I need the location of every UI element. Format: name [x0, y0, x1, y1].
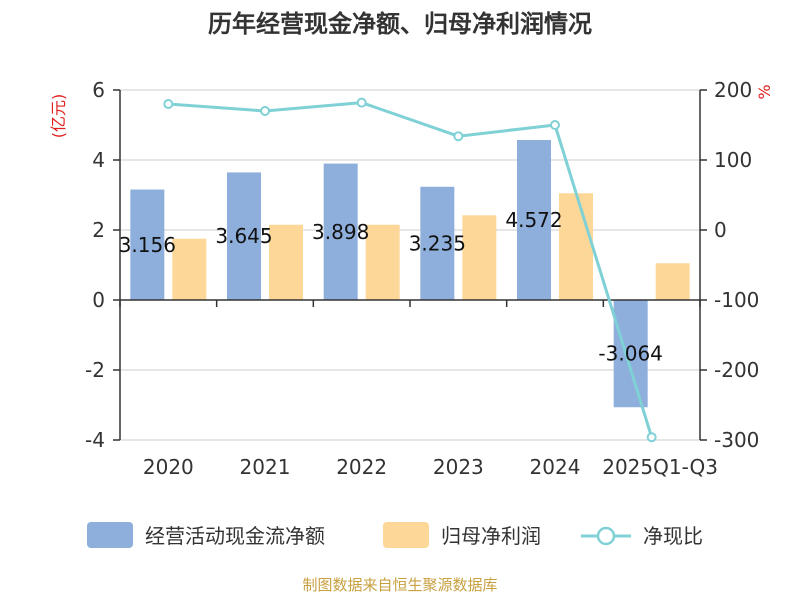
legend-swatch-orange: [383, 522, 429, 548]
bar-operating-cash-flow: [517, 139, 551, 300]
left-tick-label: 0: [92, 288, 105, 312]
left-axis-unit: (亿元): [49, 94, 68, 139]
legend-item-cash-ratio[interactable]: 净现比: [581, 524, 703, 548]
bar-operating-cash-flow: [613, 300, 648, 408]
x-tick-label: 2022: [336, 455, 387, 479]
ratio-point: [646, 432, 657, 443]
bar-net-profit: [559, 193, 593, 300]
legend-label: 净现比: [643, 524, 703, 548]
right-tick-label: -300: [714, 428, 759, 452]
right-tick-label: 200: [714, 78, 752, 102]
ratio-point: [163, 99, 174, 109]
bar-net-profit: [172, 238, 207, 300]
legend-item-operating-cash-flow[interactable]: 经营活动现金流净额: [87, 522, 325, 548]
right-tick-labels: 200 100 0 -100 -200 -300: [714, 78, 759, 452]
x-tick-labels: 2020 2021 2022 2023 2024 2025Q1-Q3: [143, 455, 718, 479]
left-tick-label: -2: [85, 358, 105, 382]
bar-value-label: 3.156: [119, 233, 176, 257]
source-note: 制图数据来自恒生聚源数据库: [302, 576, 497, 594]
x-tick-label: 2025Q1-Q3: [602, 455, 718, 479]
x-tick-label: 2021: [240, 455, 291, 479]
bar-value-label: -3.064: [598, 342, 662, 366]
right-axis-unit: %: [755, 84, 774, 99]
bar-net-profit: [365, 224, 400, 300]
bars: [130, 139, 690, 408]
bar-value-label: 3.898: [312, 220, 369, 244]
left-tick-label: 6: [92, 78, 105, 102]
data-labels: 3.156 3.645 3.898 3.235 4.572 -3.064: [119, 208, 663, 366]
bar-value-label: 4.572: [505, 208, 562, 232]
legend-swatch-blue: [87, 522, 133, 548]
left-tick-label: 2: [92, 218, 105, 242]
right-tick-label: 100: [714, 148, 752, 172]
ratio-line-path: [168, 101, 654, 438]
left-tick-labels: 6 4 2 0 -2 -4: [85, 78, 105, 452]
legend-circle-marker: [596, 526, 616, 546]
x-tick-label: 2024: [530, 455, 581, 479]
left-tick-label: 4: [92, 148, 105, 172]
right-tick-label: -100: [714, 288, 759, 312]
bar-value-label: 3.235: [409, 231, 466, 255]
chart-title: 历年经营现金净额、归母净利润情况: [208, 10, 592, 38]
legend-label: 经营活动现金流净额: [145, 524, 325, 548]
x-tick-label: 2020: [143, 455, 194, 479]
x-tick-label: 2023: [433, 455, 484, 479]
right-tick-label: -200: [714, 358, 759, 382]
ratio-point: [550, 120, 560, 130]
bar-net-profit: [655, 263, 690, 300]
axes: [113, 89, 707, 441]
legend-item-net-profit[interactable]: 归母净利润: [383, 522, 541, 548]
gridlines: [120, 89, 700, 441]
bar-operating-cash-flow: [227, 172, 261, 300]
bar-net-profit: [462, 215, 497, 300]
bar-value-label: 3.645: [215, 224, 272, 248]
right-tick-label: 0: [714, 218, 727, 242]
legend-label: 归母净利润: [441, 524, 541, 548]
ratio-point: [260, 106, 270, 116]
left-tick-label: -4: [85, 428, 105, 452]
ratio-point: [453, 131, 464, 142]
ratio-line: [163, 97, 657, 443]
bar-net-profit: [269, 224, 303, 300]
bar-operating-cash-flow: [420, 186, 455, 300]
bar-operating-cash-flow: [323, 163, 358, 300]
legend: 经营活动现金流净额 归母净利润 净现比: [87, 522, 703, 548]
bar-operating-cash-flow: [130, 189, 165, 300]
ratio-point: [356, 97, 367, 108]
